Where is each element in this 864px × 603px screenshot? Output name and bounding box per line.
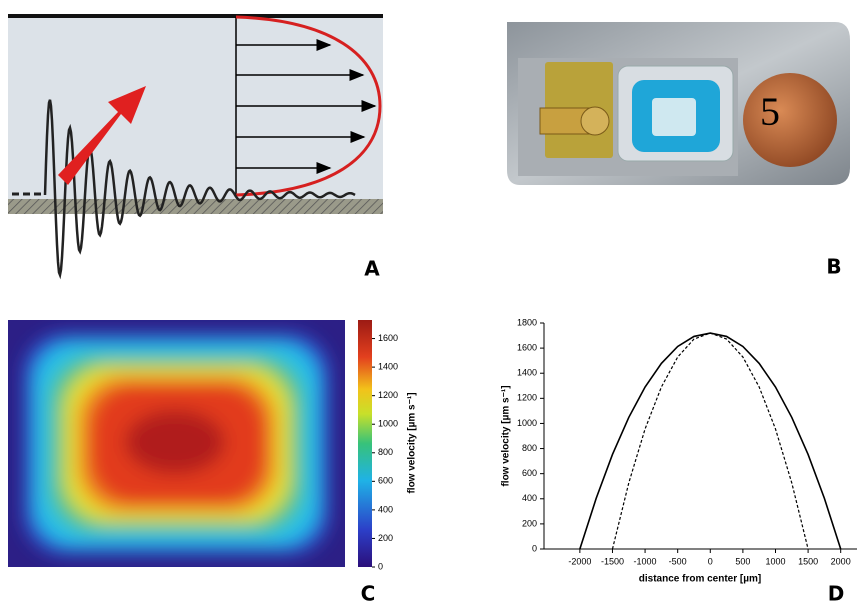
colorbar-tick-label: 200 xyxy=(378,533,393,543)
x-tick-label: 1000 xyxy=(765,556,785,566)
y-tick-label: 1200 xyxy=(517,393,537,403)
y-axis-label: flow velocity [µm s⁻¹] xyxy=(501,385,512,486)
colorbar xyxy=(358,320,372,567)
colorbar-tick-label: 1600 xyxy=(378,333,398,343)
x-tick-label: -2000 xyxy=(568,556,591,566)
panel-a: A xyxy=(8,16,383,281)
velocity-map xyxy=(8,320,345,567)
y-tick-label: 1800 xyxy=(517,317,537,327)
x-tick-label: 500 xyxy=(735,556,750,566)
colorbar-tick-label: 0 xyxy=(378,561,383,571)
y-tick-label: 800 xyxy=(522,443,537,453)
x-tick-label: 0 xyxy=(708,556,713,566)
y-tick-label: 200 xyxy=(522,518,537,528)
x-tick-label: -500 xyxy=(669,556,687,566)
x-tick-label: 1500 xyxy=(798,556,818,566)
x-tick-label: -1500 xyxy=(601,556,624,566)
x-axis-label: distance from center [µm] xyxy=(639,574,761,585)
x-tick-label: 2000 xyxy=(831,556,851,566)
y-tick-label: 1000 xyxy=(517,418,537,428)
colorbar-tick-label: 800 xyxy=(378,447,393,457)
y-tick-label: 0 xyxy=(532,543,537,553)
colorbar-label: flow velocity [µm s⁻¹] xyxy=(407,392,418,493)
profile-line xyxy=(612,333,808,549)
y-tick-label: 1600 xyxy=(517,342,537,352)
colorbar-tick-label: 1000 xyxy=(378,419,398,429)
panel-label: A xyxy=(364,257,380,281)
figure: A 5 B 020040060080010001 xyxy=(0,0,864,603)
profile-line xyxy=(580,333,841,549)
colorbar-tick-label: 400 xyxy=(378,504,393,514)
panel-c: 0 200 400 600 800 1000 1200 1400 1600 flow veloc… xyxy=(8,320,418,603)
panel-d: distance from center [µm] flow velocity … xyxy=(501,317,857,603)
well-center xyxy=(652,98,696,136)
panel-label: B xyxy=(826,255,841,279)
colorbar-ticks: 0 200 400 600 800 1000 1200 1400 1600 xyxy=(372,333,398,571)
y-tick-label: 600 xyxy=(522,468,537,478)
y-tick-label: 1400 xyxy=(517,368,537,378)
coin xyxy=(743,73,837,167)
y-tick-label: 400 xyxy=(522,493,537,503)
colorbar-tick-label: 600 xyxy=(378,476,393,486)
panel-b: 5 B xyxy=(507,22,850,279)
connector-nut xyxy=(581,107,609,135)
x-tick-label: -1000 xyxy=(634,556,657,566)
colorbar-tick-label: 1400 xyxy=(378,361,398,371)
colorbar-tick-label: 1200 xyxy=(378,390,398,400)
panel-label: C xyxy=(361,582,376,603)
panel-label: D xyxy=(828,582,845,603)
coin-value: 5 xyxy=(760,89,780,134)
